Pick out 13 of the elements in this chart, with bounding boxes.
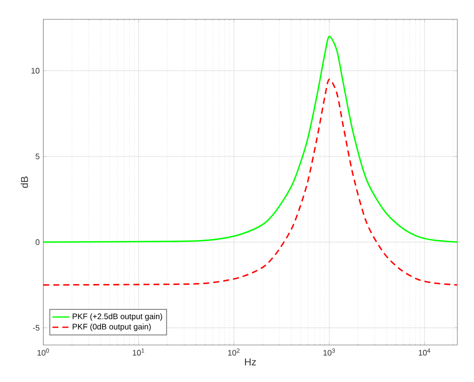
y-tick-label: 5 <box>36 154 40 160</box>
y-tick-label: -5 <box>33 325 40 331</box>
y-tick-label: 0 <box>36 239 40 245</box>
x-tick-label: 10$^{1}$ <box>132 348 144 356</box>
y-axis-title: dB <box>20 176 28 188</box>
x-tick-label: 10$^{2}$ <box>228 348 240 356</box>
x-axis-title: Hz <box>245 358 256 366</box>
legend-label: PKF (+2.5dB output gain) <box>72 313 162 321</box>
x-tick-label: 10$^{0}$ <box>38 348 49 356</box>
x-tick-label: 10$^{3}$ <box>323 348 335 356</box>
y-tick-label: 10 <box>31 68 40 74</box>
legend-label: PKF (0dB output gain) <box>72 324 151 332</box>
x-tick-label: 10$^{4}$ <box>418 348 430 356</box>
